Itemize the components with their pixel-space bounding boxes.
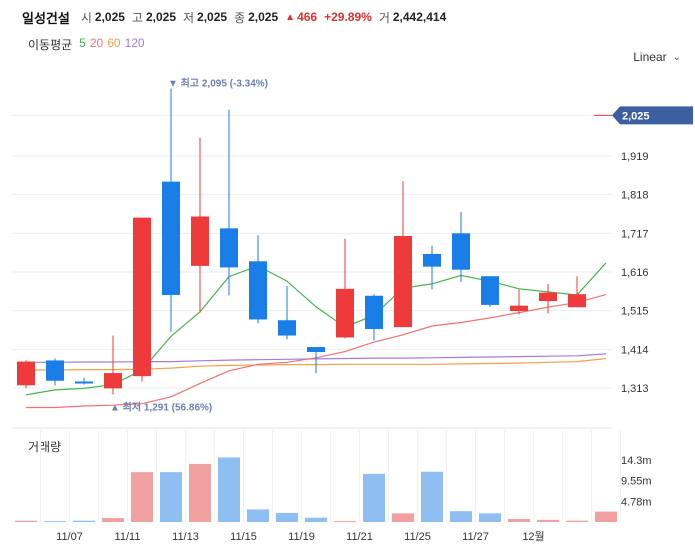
stock-name: 일성건설: [22, 10, 70, 26]
price-tick-label: 1,414: [621, 344, 649, 356]
close-label: 종: [234, 10, 246, 25]
low-annotation: ▲ 최저 1,291 (56.86%): [110, 401, 212, 414]
candle-body: [191, 216, 209, 266]
change-percent: +29.89%: [324, 10, 372, 24]
volume-bar: [595, 511, 617, 522]
date-tick-label: 11/19: [288, 531, 315, 543]
date-tick-label: 11/13: [172, 531, 199, 543]
price-tick-label: 1,919: [621, 151, 649, 163]
date-tick-label: 11/21: [346, 531, 373, 543]
volume-tick-label: 14.3m: [621, 455, 652, 467]
high-value: 2,025: [145, 10, 176, 24]
ma5-line: [25, 262, 607, 396]
volume-bar: [566, 520, 588, 522]
candle-body: [481, 276, 499, 305]
volume-bar: [160, 472, 182, 522]
date-tick-label: 12월: [522, 530, 544, 543]
candle-body: [423, 254, 441, 267]
volume-bar: [44, 521, 66, 523]
date-tick-label: 11/11: [115, 531, 141, 543]
volume-bar: [131, 472, 153, 522]
current-price-label: 2,025: [622, 110, 650, 122]
date-tick-label: 11/15: [230, 531, 257, 543]
price-tick-label: 1,515: [621, 306, 649, 318]
volume-bar: [102, 518, 124, 522]
candle-body: [278, 320, 296, 336]
high-label: 고: [131, 10, 143, 25]
volume-bar: [421, 471, 443, 522]
volume-bar: [276, 512, 298, 522]
ma-legend-60: 60: [107, 36, 121, 50]
volume-tick-label: 4.78m: [621, 496, 652, 508]
stock-summary-header: 일성건설 시 2,025 고 2,025 저 2,025 종 2,025 ▲ 4…: [22, 7, 453, 27]
ma-legend-20: 20: [89, 36, 104, 50]
volume-bar: [15, 520, 37, 522]
volume-bar: [537, 519, 559, 522]
volume-bar: [479, 513, 501, 522]
price-tick-label: 1,818: [621, 190, 649, 202]
up-triangle-icon: ▲: [285, 11, 296, 23]
high-annotation: ▼ 최고 2,095 (-3.34%): [168, 77, 268, 90]
volume-value: 2,442,414: [392, 10, 447, 24]
volume-bar: [305, 517, 327, 522]
volume-panel-title: 거래량: [28, 440, 62, 454]
candle-body: [75, 381, 93, 384]
candle-body: [307, 347, 325, 353]
open-label: 시: [80, 10, 92, 25]
candle-body: [510, 305, 528, 312]
change-value: 466: [297, 10, 318, 24]
price-tick-label: 1,313: [621, 383, 649, 395]
candle-body: [249, 261, 267, 320]
scale-selector[interactable]: Linear ⌄: [633, 50, 681, 64]
date-tick-label: 11/07: [56, 531, 83, 543]
candle-body: [104, 373, 122, 389]
candle-body: [220, 228, 238, 268]
candle-body: [539, 292, 557, 302]
price-tick-label: 1,717: [621, 228, 649, 240]
date-tick-label: 11/27: [462, 531, 489, 543]
ma-legend-120: 120: [124, 36, 145, 50]
low-label: 저: [183, 10, 195, 25]
candle-body: [133, 217, 151, 377]
volume-bar: [218, 457, 240, 522]
ma-legend-title: 이동평균: [28, 38, 73, 52]
volume-bar: [247, 509, 269, 522]
candle-body: [394, 236, 412, 328]
candle-body: [452, 233, 470, 270]
volume-bar: [189, 463, 211, 522]
volume-bar: [363, 473, 385, 522]
moving-average-legend: 이동평균 5 20 60 120: [28, 36, 145, 53]
volume-bar: [73, 520, 95, 522]
candle-body: [17, 361, 35, 386]
volume-bar: [334, 521, 356, 523]
current-price-tag: [612, 106, 693, 125]
volume-tick-label: 9.55m: [621, 476, 652, 488]
open-value: 2,025: [94, 10, 125, 24]
candle-body: [162, 181, 180, 295]
low-value: 2,025: [197, 10, 228, 24]
volume-bar: [450, 511, 472, 522]
ma-legend-5: 5: [79, 36, 86, 50]
price-tick-label: 1,616: [621, 267, 649, 279]
date-tick-label: 11/25: [404, 531, 431, 543]
scale-label: Linear: [633, 50, 667, 64]
candle-body: [46, 360, 64, 381]
candle-body: [365, 295, 383, 330]
candle-body: [336, 288, 354, 338]
volume-label: 거: [378, 10, 390, 25]
volume-bar: [508, 518, 530, 522]
candle-body: [568, 294, 586, 308]
close-value: 2,025: [248, 10, 279, 24]
volume-bar: [392, 513, 414, 522]
chevron-down-icon: ⌄: [672, 51, 681, 63]
